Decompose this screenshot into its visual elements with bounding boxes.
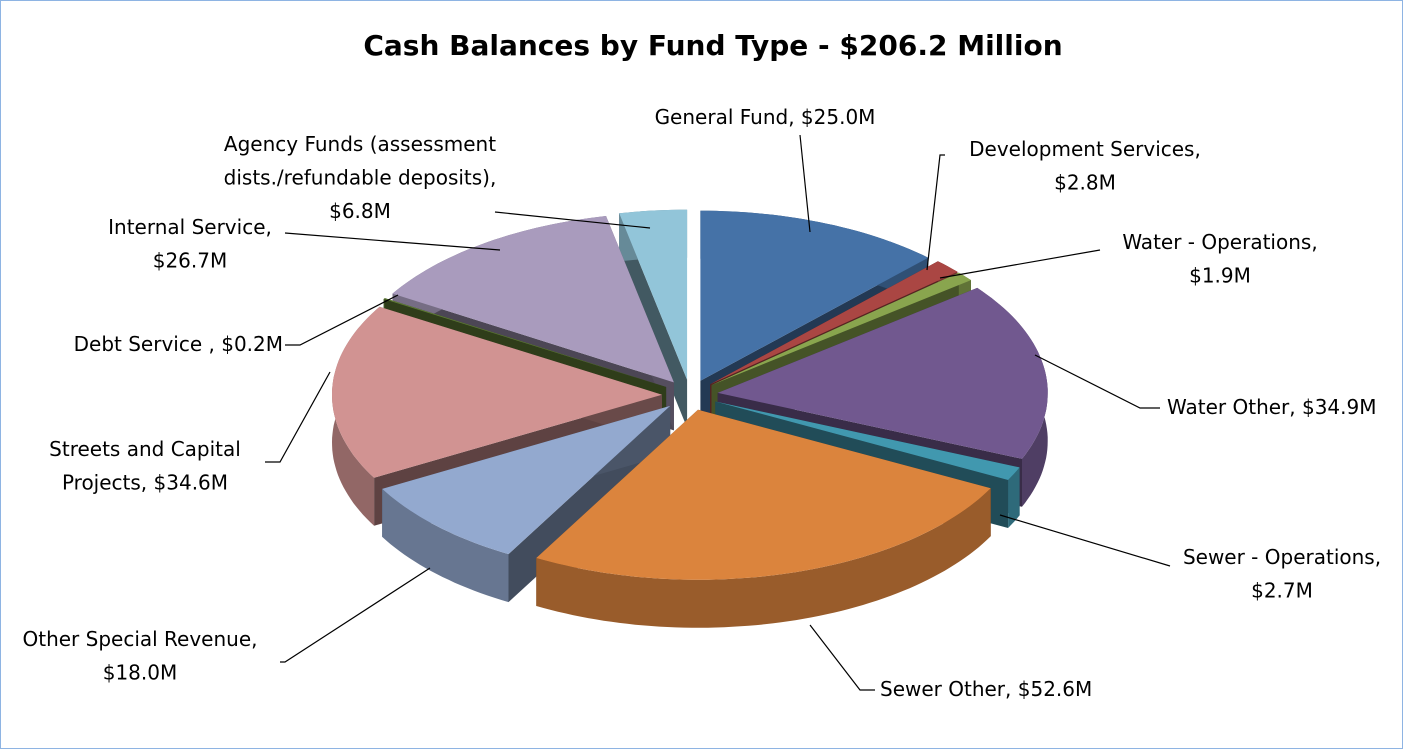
pie-slice: [536, 409, 991, 580]
leader-line: [265, 371, 331, 463]
leader-line: [280, 567, 431, 663]
data-label-line: Debt Service , $0.2M: [74, 332, 283, 356]
data-label: Sewer - Operations, $2.7M: [1183, 545, 1381, 603]
pie-slice: [715, 401, 1020, 480]
data-label: Internal Service, $26.7M: [108, 215, 272, 273]
pie-slice: [392, 216, 674, 383]
data-label: Sewer Other, $52.6M: [880, 677, 1092, 701]
data-label-line: Other Special Revenue,: [22, 627, 257, 651]
data-label-line: $6.8M: [329, 199, 391, 223]
data-label: Other Special Revenue, $18.0M: [22, 627, 257, 685]
pie-slice: [382, 405, 671, 555]
pie-slice: [711, 272, 971, 386]
data-label-line: Sewer Other, $52.6M: [880, 677, 1092, 701]
pie-slice: [710, 261, 958, 385]
data-label-line: $2.7M: [1251, 578, 1313, 602]
data-label-line: Development Services,: [969, 137, 1201, 161]
pie-slice: [619, 209, 688, 380]
data-label-line: General Fund, $25.0M: [655, 105, 876, 129]
leader-line: [1034, 354, 1160, 409]
data-label-line: Streets and Capital: [49, 437, 241, 461]
pie-slice: [700, 210, 929, 381]
data-label: Water - Operations, $1.9M: [1122, 230, 1317, 288]
data-label-line: $26.7M: [153, 248, 228, 272]
data-label-line: $1.9M: [1189, 263, 1251, 287]
data-label: Development Services, $2.8M: [969, 137, 1201, 195]
leader-line: [999, 514, 1171, 567]
slice-side: [536, 488, 991, 628]
data-label: Water Other, $34.9M: [1167, 395, 1377, 419]
leader-line: [799, 134, 811, 233]
pie-slice: [717, 287, 1048, 459]
leader-line: [285, 294, 399, 346]
leader-line: [809, 624, 875, 691]
data-label-line: Agency Funds (assessment: [224, 132, 496, 156]
data-label: Streets and Capital Projects, $34.6M: [49, 437, 241, 495]
data-label: General Fund, $25.0M: [655, 105, 876, 129]
leader-line: [926, 154, 945, 271]
slice-side: [1008, 467, 1020, 528]
slice-side: [382, 488, 509, 603]
data-label-line: Sewer - Operations,: [1183, 545, 1381, 569]
data-label-line: dists./refundable deposits),: [224, 165, 497, 189]
data-label-line: Water - Operations,: [1122, 230, 1317, 254]
data-label-line: Projects, $34.6M: [62, 470, 228, 494]
leader-line: [939, 249, 1101, 279]
chart-title: Cash Balances by Fund Type - $206.2 Mill…: [363, 29, 1062, 62]
leader-line: [494, 211, 651, 229]
data-label-line: $2.8M: [1054, 170, 1116, 194]
data-label-line: $18.0M: [103, 660, 178, 684]
pie-slice: [383, 298, 667, 387]
data-label-line: Water Other, $34.9M: [1167, 395, 1377, 419]
data-label-line: Internal Service,: [108, 215, 272, 239]
data-label: Agency Funds (assessment dists./refundabl…: [224, 132, 497, 223]
leader-line: [284, 232, 501, 251]
data-label: Debt Service , $0.2M: [74, 332, 283, 356]
pie-slice: [332, 306, 662, 478]
